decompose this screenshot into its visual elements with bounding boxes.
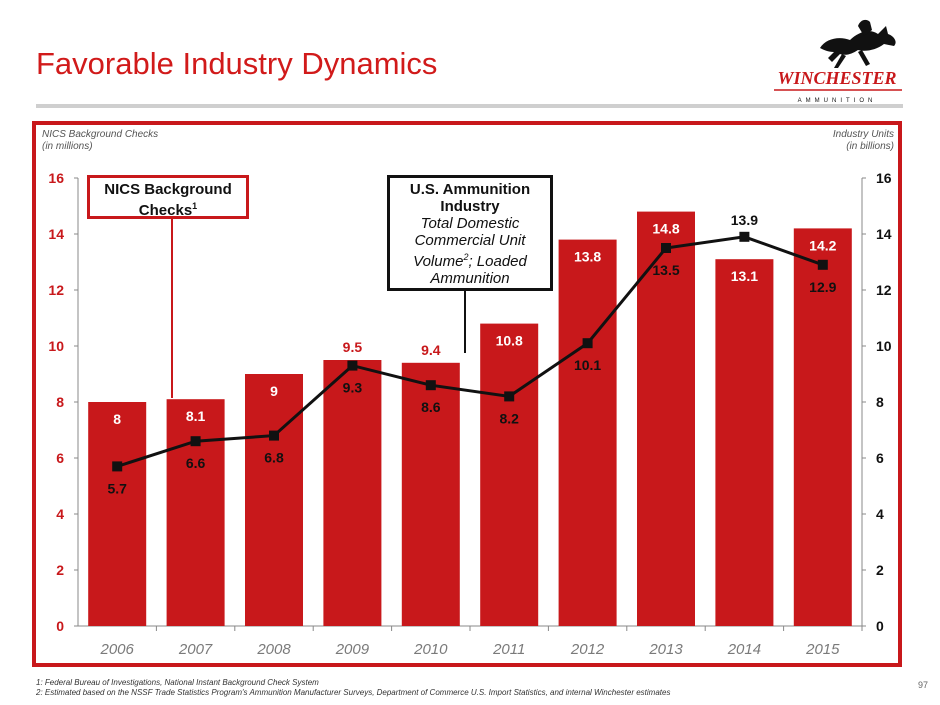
line-point [269,430,279,441]
line-data-label: 10.1 [574,357,601,373]
title-divider [36,104,903,108]
bar-data-label: 9.4 [421,342,441,358]
right-tick-label: 0 [876,618,884,634]
x-tick-label: 2007 [178,641,213,658]
left-tick-label: 14 [48,226,64,242]
line-point [347,360,358,371]
right-tick-label: 12 [876,282,892,298]
right-tick-label: 14 [876,226,892,242]
bar-data-label: 8.1 [186,408,206,424]
legend-bars: NICS Background Checks1 [87,175,249,219]
footnote-1: 1: Federal Bureau of Investigations, Nat… [36,678,319,687]
line-series [116,235,824,468]
left-tick-label: 0 [56,618,64,634]
line-data-label: 8.6 [421,399,441,415]
chart-panel [32,121,902,667]
x-tick-label: 2012 [570,641,605,658]
right-tick-label: 10 [876,338,892,354]
right-tick-label: 8 [876,394,884,410]
line-data-label: 9.3 [343,380,363,396]
bar [245,374,303,626]
left-tick-label: 4 [56,506,64,522]
line-data-label: 13.5 [652,262,679,278]
line-data-label: 6.8 [264,450,284,466]
bar [401,362,460,626]
bar-data-label: 9.5 [343,339,363,355]
winchester-logo: WINCHESTER AMMUNITION [774,19,902,104]
x-tick-label: 2009 [335,641,370,658]
x-tick-label: 2006 [100,641,135,658]
bar-data-label: 8 [113,411,121,427]
bar-data-label: 14.8 [652,221,679,237]
bar [558,239,617,626]
line-data-label: 8.2 [499,410,519,426]
left-tick-label: 16 [48,170,64,186]
page-number: 97 [917,680,928,690]
bar [637,211,695,626]
line-point [425,380,436,391]
x-tick-label: 2015 [805,641,840,658]
line-point [817,259,828,270]
left-tick-label: 12 [48,282,64,298]
line-data-label: 5.7 [107,480,127,496]
logo-subtitle: AMMUNITION [798,98,877,104]
right-tick-label: 2 [876,562,884,578]
line-point [582,338,593,349]
line-point [661,243,671,253]
bar-data-label: 13.1 [731,268,758,284]
right-tick-label: 4 [876,506,884,522]
bar-data-label: 14.2 [809,237,836,253]
left-tick-label: 10 [48,338,64,354]
right-tick-label: 16 [876,170,892,186]
x-tick-label: 2013 [648,641,683,658]
x-tick-label: 2014 [727,641,761,658]
bar [323,360,382,626]
line-point [504,391,515,402]
left-tick-label: 6 [56,450,64,466]
line-point [739,231,750,242]
line-point [112,461,123,472]
bar-data-label: 10.8 [496,333,523,349]
bar [480,323,539,626]
bar-data-label: 9 [270,383,278,399]
line-point [190,436,201,447]
horse-and-rider-icon [820,19,896,68]
line-data-label: 12.9 [809,279,836,295]
bar [715,259,774,626]
bar [793,228,852,626]
bar [88,402,147,626]
left-tick-label: 8 [56,394,64,410]
left-tick-label: 2 [56,562,64,578]
right-axis-title: Industry Units (in billions) [832,129,894,152]
x-tick-label: 2010 [413,641,448,658]
legend-line: U.S. Ammunition Industry Total Domestic … [387,175,553,291]
right-tick-label: 6 [876,450,884,466]
x-tick-label: 2011 [492,641,525,658]
line-data-label: 13.9 [731,212,758,228]
line-data-label: 6.6 [186,455,206,471]
left-axis-title: NICS Background Checks (in millions) [42,129,159,152]
footnote-2: 2: Estimated based on the NSSF Trade Sta… [36,688,671,697]
x-tick-label: 2008 [256,641,291,658]
bar-data-label: 13.8 [574,249,601,265]
logo-wordmark: WINCHESTER [777,68,896,88]
footnotes: 1: Federal Bureau of Investigations, Nat… [36,678,670,698]
page-title: Favorable Industry Dynamics [36,46,438,81]
bar [166,399,225,626]
